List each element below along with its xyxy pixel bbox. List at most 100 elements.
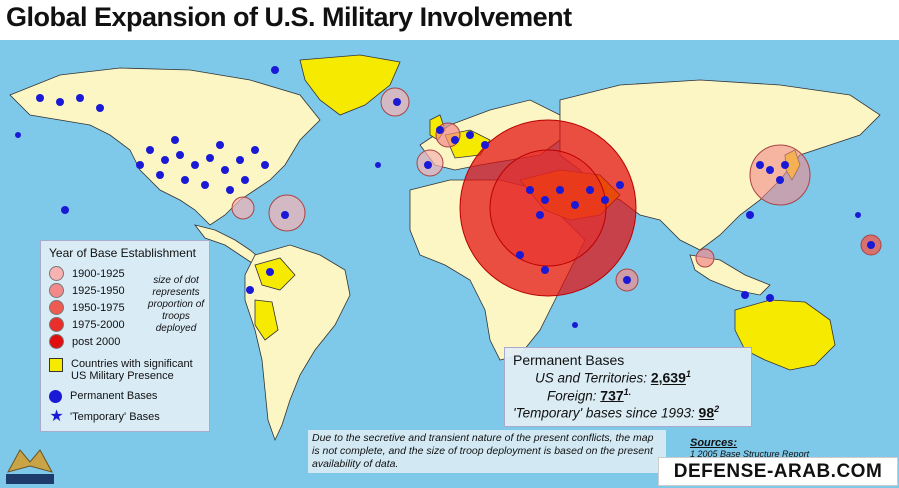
base-iceland [393, 98, 401, 106]
bases-foreign-label: Foreign: [547, 388, 597, 403]
base-us-2 [161, 156, 169, 164]
base-alaska-4 [96, 104, 104, 112]
base-europe-2 [451, 136, 459, 144]
base-alaska-3 [76, 94, 84, 102]
base-korea [756, 161, 764, 169]
legend-label: 1975-2000 [72, 318, 125, 331]
base-diego-garcia [623, 276, 631, 284]
base-africa-1 [516, 251, 524, 259]
base-europe-3 [466, 131, 474, 139]
sources-block: Sources: 1 2005 Base Structure Report [690, 437, 809, 459]
legend-item-1975-2000: 1975-2000 [49, 316, 201, 333]
bases-foreign-value: 737 [600, 387, 624, 403]
legend-label: 1950-1975 [72, 301, 125, 314]
permanent-bases [15, 66, 875, 328]
base-us-14 [261, 161, 269, 169]
base-pacific-2 [855, 212, 861, 218]
bases-foreign-line: Foreign: 7371. [513, 387, 743, 404]
base-me-6 [601, 196, 609, 204]
base-us-3 [176, 151, 184, 159]
base-japan-3 [776, 176, 784, 184]
bases-temp-note: 2 [714, 404, 720, 414]
legend-countries-label: Countries with significant US Military P… [71, 358, 193, 382]
base-japan-2 [781, 161, 789, 169]
base-us-4 [191, 161, 199, 169]
bases-us-value: 2,639 [650, 369, 686, 386]
legend-temporary-label: 'Temporary' Bases [70, 411, 160, 423]
legend-item-countries: Countries with significant US Military P… [49, 358, 201, 382]
base-spain [424, 161, 432, 169]
disclaimer-text: Due to the secretive and transient natur… [308, 430, 666, 473]
circle-indonesia [695, 248, 715, 268]
base-me-1 [526, 186, 534, 194]
legend-item-post-2000: post 2000 [49, 333, 201, 350]
legend-item-temporary: ★ 'Temporary' Bases [49, 408, 201, 425]
legend-label: 1925-1950 [72, 284, 125, 297]
bases-us-line: US and Territories: 2,6391 [513, 369, 743, 386]
base-south-america-2 [246, 286, 254, 294]
legend-dot-1975-2000 [49, 317, 64, 332]
base-alaska-1 [36, 94, 44, 102]
greenland [299, 54, 401, 116]
base-me-5 [586, 186, 594, 194]
base-us-17 [216, 141, 224, 149]
legend-dot-1925-1950 [49, 283, 64, 298]
base-us-12 [226, 186, 234, 194]
base-hawaii [61, 206, 69, 214]
base-me-8 [536, 211, 544, 219]
bases-foreign-note: 1. [623, 386, 632, 397]
base-philippines [746, 211, 754, 219]
site-logo-icon [6, 449, 54, 484]
sources-line: 1 2005 Base Structure Report [690, 449, 810, 459]
base-africa-2 [541, 266, 549, 274]
legend-label: post 2000 [72, 335, 121, 348]
base-us-11 [201, 181, 209, 189]
legend-label: 1900-1925 [72, 267, 125, 280]
south-america [244, 244, 351, 442]
base-us-7 [236, 156, 244, 164]
base-alaska-2 [56, 98, 64, 106]
map-title: Global Expansion of U.S. Military Involv… [6, 2, 572, 32]
base-greenland [271, 66, 279, 74]
bases-us-note: 1 [685, 369, 691, 379]
base-us-5 [206, 154, 214, 162]
permanent-bases-panel: Permanent Bases US and Territories: 2,63… [504, 347, 752, 427]
base-us-10 [181, 176, 189, 184]
continents [9, 54, 881, 442]
base-me-2 [541, 196, 549, 204]
presence-swatch-icon [49, 358, 63, 372]
legend-item-permanent: Permanent Bases [49, 390, 201, 403]
base-caribbean [281, 211, 289, 219]
base-guam [867, 241, 875, 249]
bases-temp-line: 'Temporary' bases since 1993: 982 [513, 404, 743, 421]
star-icon: ★ [49, 408, 64, 425]
circle-caribbean [231, 196, 255, 220]
legend-dot-1900-1925 [49, 266, 64, 281]
circle-middle-east-mid [489, 149, 607, 267]
base-us-13 [241, 176, 249, 184]
legend-item-1950-1975: 1950-1975 [49, 299, 201, 316]
permanent-base-icon [49, 390, 62, 403]
presence-peru [254, 299, 279, 341]
base-me-3 [556, 186, 564, 194]
bases-temp-value: 98 [698, 404, 715, 421]
legend-dot-1950-1975 [49, 300, 64, 315]
legend-dot-post-2000 [49, 334, 64, 349]
bases-heading: Permanent Bases [513, 352, 625, 368]
base-europe-4 [481, 141, 489, 149]
base-japan-1 [766, 166, 774, 174]
base-us-6 [221, 166, 229, 174]
base-us-9 [156, 171, 164, 179]
base-pacific-1 [15, 132, 21, 138]
bases-us-label: US and Territories: [535, 370, 648, 386]
legend-item-1925-1950: 1925-1950 [49, 282, 201, 299]
legend-heading: Year of Base Establishment [49, 246, 196, 260]
base-me-4 [571, 201, 579, 209]
base-us-1 [146, 146, 154, 154]
watermark: DEFENSE-ARAB.COM [658, 457, 898, 486]
bases-temp-label: 'Temporary' bases since 1993: [513, 405, 695, 421]
legend-item-1900-1925: 1900-1925 [49, 265, 201, 282]
base-us-16 [171, 136, 179, 144]
australia [734, 299, 836, 371]
presence-south-america [254, 257, 296, 291]
